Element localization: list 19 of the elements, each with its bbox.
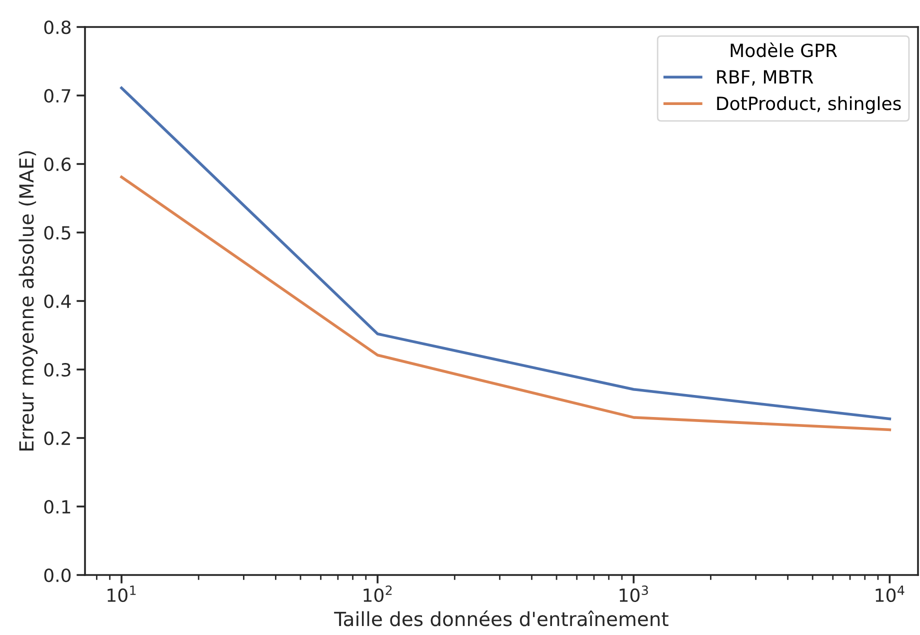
y-tick-label: 0.5 bbox=[44, 226, 70, 240]
y-tick-label: 0.2 bbox=[44, 431, 70, 446]
y-tick-label: 0.4 bbox=[44, 294, 71, 308]
x-tick-label: 10$^{2}$ bbox=[364, 585, 392, 602]
x-tick-label: 10$^{4}$ bbox=[876, 586, 904, 602]
legend-label: RBF, MBTR bbox=[717, 70, 814, 86]
x-tick-label: 10$^{1}$ bbox=[108, 586, 136, 602]
line-series bbox=[120, 176, 892, 432]
y-tick-label: 0.8 bbox=[44, 20, 71, 34]
x-axis-title: Taille des données d'entraînement bbox=[334, 610, 668, 626]
y-tick-label: 0.6 bbox=[44, 157, 71, 172]
x-tick-label: 10$^{3}$ bbox=[620, 585, 648, 602]
y-tick-label: 0.1 bbox=[44, 500, 70, 514]
legend-label: DotProduct, shingles bbox=[717, 96, 901, 114]
y-axis-title: Erreur moyenne absolue (MAE) bbox=[18, 151, 38, 450]
y-tick-label: 0.0 bbox=[44, 568, 71, 582]
y-tick-label: 0.7 bbox=[44, 88, 70, 103]
y-tick-label: 0.3 bbox=[44, 362, 70, 377]
legend-title: Modèle GPR bbox=[730, 42, 838, 58]
